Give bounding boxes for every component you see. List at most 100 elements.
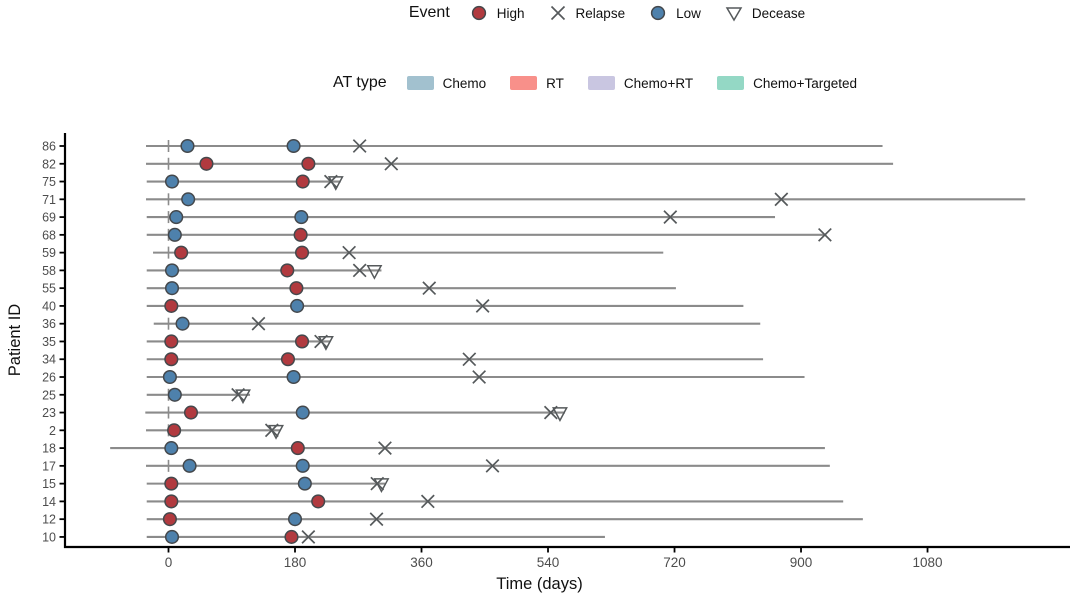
low-event-marker <box>180 138 195 154</box>
low-event-marker <box>182 458 197 473</box>
patient-events-75 <box>164 174 344 191</box>
y-tick-label: 34 <box>42 353 56 367</box>
relapse-event-marker <box>301 530 316 544</box>
low-event-marker <box>164 263 180 278</box>
low-event-marker <box>164 529 180 544</box>
high-event-marker <box>289 281 304 296</box>
y-tick-label: 86 <box>42 140 56 154</box>
y-tick-label: 58 <box>42 264 56 278</box>
patient-events-68 <box>167 227 832 242</box>
decease-event-marker <box>327 176 344 191</box>
patient-row-40 <box>146 299 744 312</box>
patient-events-26 <box>162 369 487 385</box>
at-legend-item-chemo-targeted: Chemo+Targeted <box>717 76 857 91</box>
event-legend-item-decease: Decease <box>725 4 805 22</box>
patient-row-12 <box>146 513 863 526</box>
circle-icon <box>471 5 486 21</box>
event-legend-label: Decease <box>751 5 806 21</box>
y-tick-label: 59 <box>42 246 56 260</box>
relapse-event-marker <box>475 299 490 313</box>
high-event-marker <box>167 423 182 438</box>
patient-events-40 <box>164 298 490 313</box>
patient-row-59 <box>153 246 664 259</box>
patient-row-58 <box>146 264 382 277</box>
patient-row-69 <box>146 211 776 224</box>
y-tick-label: 55 <box>42 282 56 296</box>
relapse-event-marker <box>774 192 789 207</box>
y-tick-label: 36 <box>42 317 56 331</box>
low-event-marker <box>169 210 184 225</box>
patient-row-14 <box>146 495 844 508</box>
x-icon <box>550 5 565 21</box>
relapse-event-marker <box>352 263 367 278</box>
x-tick-label: 360 <box>410 555 433 570</box>
low-event-marker <box>181 192 196 207</box>
y-tick-label: 71 <box>42 193 56 207</box>
patient-row-34 <box>146 353 764 366</box>
triangle-down-icon <box>725 7 743 22</box>
patient-events-55 <box>164 281 437 296</box>
patient-row-68 <box>146 228 827 241</box>
high-event-marker <box>290 441 305 456</box>
patient-row-17 <box>146 459 830 472</box>
relapse-event-marker <box>352 139 367 153</box>
high-event-marker <box>311 494 326 509</box>
y-tick-label: 40 <box>42 299 56 313</box>
relapse-event-marker <box>342 245 357 260</box>
y-tick-label: 25 <box>42 388 56 402</box>
high-event-marker <box>162 512 177 527</box>
high-event-marker <box>301 156 316 171</box>
y-axis-title: Patient ID <box>6 304 24 377</box>
x-tick-label: 720 <box>663 555 686 570</box>
low-event-marker <box>297 476 312 491</box>
patient-row-15 <box>146 477 385 490</box>
decease-event-marker <box>373 478 390 494</box>
patient-events-25 <box>167 387 251 405</box>
low-event-marker <box>164 441 179 456</box>
high-event-marker <box>294 245 310 260</box>
relapse-event-marker <box>472 370 487 384</box>
high-event-marker <box>164 476 179 491</box>
patient-row-86 <box>146 140 883 152</box>
high-event-marker <box>280 352 296 367</box>
patient-events-10 <box>164 529 316 544</box>
low-event-marker <box>164 281 180 296</box>
color-swatch-icon <box>406 76 434 90</box>
x-tick-label: 540 <box>537 555 560 570</box>
relapse-event-marker <box>369 512 384 527</box>
x-axis-title: Time (days) <box>496 575 582 593</box>
decease-event-marker <box>268 424 284 440</box>
decease-event-marker <box>317 336 334 351</box>
x-tick-label: 1080 <box>913 555 943 570</box>
patient-row-82 <box>146 157 894 170</box>
patient-events-17 <box>182 458 500 473</box>
low-event-marker <box>295 458 310 473</box>
at-legend-label: Chemo+Targeted <box>753 75 858 91</box>
axes: 0 180 360 540 720 900 1080 86 82 75 71 69 68 59 58 55 40… <box>6 133 1070 593</box>
patient-events-34 <box>164 352 477 367</box>
high-event-marker <box>294 334 310 349</box>
patient-events-2 <box>167 423 284 440</box>
relapse-event-marker <box>818 227 832 242</box>
low-event-marker <box>175 316 190 331</box>
y-tick-label: 15 <box>42 477 56 491</box>
x-tick-label: 180 <box>284 555 307 570</box>
at-legend-item-rt: RT <box>510 76 564 91</box>
low-event-marker <box>167 387 182 402</box>
low-event-marker <box>164 174 180 189</box>
relapse-event-marker <box>485 458 500 473</box>
relapse-event-marker <box>378 441 392 455</box>
at-legend-label: Chemo <box>442 75 487 91</box>
y-tick-label: 14 <box>42 495 56 509</box>
patient-events-58 <box>164 263 383 280</box>
high-event-marker <box>280 263 295 278</box>
y-tick-label: 75 <box>42 175 56 189</box>
relapse-event-marker <box>663 210 678 224</box>
patient-row-18 <box>110 442 825 455</box>
y-tick-label: 23 <box>42 406 56 420</box>
patient-row-55 <box>146 282 676 295</box>
patient-events-18 <box>164 441 392 456</box>
y-tick-label: 18 <box>42 442 56 456</box>
patient-events-15 <box>164 476 390 494</box>
